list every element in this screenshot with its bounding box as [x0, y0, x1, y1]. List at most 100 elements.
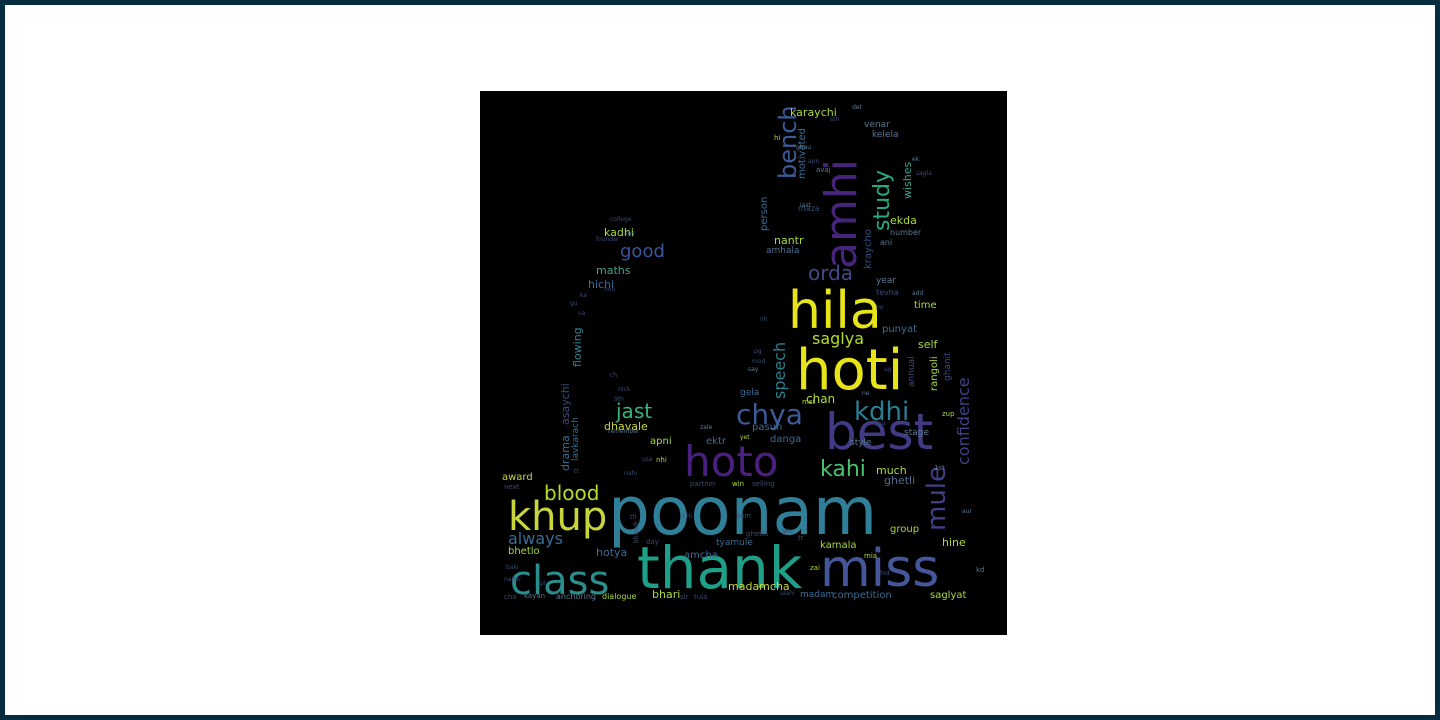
word-madamcha: madamcha	[728, 580, 790, 593]
word-add: add	[912, 290, 924, 297]
word-always: always	[508, 529, 563, 548]
word-venar: venar	[864, 120, 890, 130]
word-kamala: kamala	[820, 540, 857, 551]
word-orda: orda	[808, 261, 854, 285]
word-sir: sir	[680, 593, 689, 601]
word-competition: competition	[832, 590, 892, 601]
word-class: class	[510, 558, 610, 604]
word-tr: tr	[798, 534, 804, 542]
word-saglya: saglya	[812, 329, 865, 348]
word-maths: maths	[596, 264, 631, 277]
word-9th: 9th	[614, 396, 624, 403]
word-nhi: nhi	[656, 456, 667, 464]
word-tfr: tfr	[630, 514, 637, 521]
word-hila: hila	[788, 281, 882, 341]
word-zai: zai	[810, 564, 820, 572]
word-ne: ne	[862, 390, 870, 397]
word-maza: maza	[798, 204, 820, 213]
word-much: much	[876, 464, 907, 477]
word-baki: baki	[506, 564, 519, 571]
word-pg: pg	[754, 348, 762, 355]
word-ghetla: ghetla	[746, 530, 769, 538]
word-speech: speech	[770, 341, 789, 399]
word-dialogue: dialogue	[602, 592, 637, 601]
image-viewer: poonam thank miss class khup hoti hila b…	[5, 5, 1435, 715]
word-cloud-image: poonam thank miss class khup hoti hila b…	[480, 91, 1007, 635]
word-miss: miss	[820, 539, 940, 599]
word-rangoli: rangoli	[929, 356, 940, 391]
word-number: number	[890, 228, 922, 237]
word-madam: madam	[800, 590, 835, 600]
word-pl: pl	[540, 580, 546, 587]
word-saglyat: saglyat	[930, 590, 967, 601]
word-punyat: punyat	[882, 324, 917, 335]
word-ghau: ghau	[796, 144, 812, 151]
word-ulahi: ulahi	[780, 590, 795, 597]
word-zale: zale	[700, 424, 713, 431]
word-1st: 1st	[934, 464, 945, 472]
word-say: say	[748, 366, 759, 373]
word-apn: apn	[808, 158, 820, 165]
word-chi: chi	[682, 512, 693, 520]
word-yet: yet	[740, 434, 750, 441]
word-amhi: amhi	[816, 159, 867, 269]
word-kraycho: kraycho	[863, 229, 874, 269]
word-avaj: avaj	[816, 166, 831, 174]
word-day: day	[646, 538, 659, 546]
word-dhavale: dhavale	[604, 420, 648, 433]
word-gela: gela	[740, 388, 760, 398]
word-thank: thank	[637, 534, 803, 602]
word-ghetli: ghetli	[884, 474, 916, 487]
word-annual: annual	[907, 356, 917, 387]
word-best: best	[825, 403, 934, 461]
word-kelela: kelela	[872, 130, 899, 140]
word-jast: jast	[616, 399, 653, 423]
word-ek: ek	[912, 156, 920, 163]
word-college: college	[610, 216, 632, 223]
word-drama: drama	[559, 435, 572, 471]
word-cha: cha	[504, 593, 517, 601]
word-year: year	[876, 276, 897, 286]
word-ektr: ektr	[706, 436, 726, 447]
word-kadhi: kadhi	[604, 226, 634, 239]
word-sth: sth	[830, 116, 840, 123]
word-tt: tt	[574, 468, 579, 475]
word-gu: gu	[570, 300, 578, 307]
word-karaychi: karaychi	[790, 106, 837, 119]
word-usa: usa	[642, 456, 653, 463]
word-naher: naher	[504, 576, 522, 583]
word-va: va	[578, 310, 586, 317]
word-blood: blood	[544, 481, 600, 505]
word-hou: hou	[604, 286, 616, 293]
word-tyamule: tyamule	[716, 538, 753, 548]
word-kd: kd	[976, 566, 985, 574]
word-hoto: hoto	[684, 437, 779, 486]
word-nantr: nantr	[774, 234, 804, 247]
word-next: next	[504, 483, 520, 491]
word-ho: ho	[876, 304, 884, 311]
word-mod: mod	[752, 358, 766, 365]
word-bhari: bhari	[652, 588, 681, 601]
word-asaychi: asaychi	[559, 383, 572, 425]
word-lavkarach: lavkarach	[571, 417, 581, 461]
word-award: award	[502, 472, 533, 483]
word-ch: ch	[610, 372, 618, 379]
word-danga: danga	[770, 434, 802, 445]
word-ani: ani	[880, 238, 893, 247]
word-mst: mst	[802, 398, 816, 406]
word-motivated: motivated	[797, 127, 808, 179]
word-remember: remember	[608, 428, 640, 435]
word-hi: hi	[774, 134, 781, 142]
word-hotya: hotya	[596, 546, 628, 559]
word-ekda: ekda	[890, 214, 917, 227]
word-founder: founder	[596, 236, 620, 243]
word-ug: ug	[884, 366, 892, 373]
word-bhetlo: bhetlo	[508, 546, 540, 557]
word-det: det	[852, 104, 862, 111]
word-chya: chya	[736, 398, 803, 431]
word-ghanit: ghanit	[943, 352, 953, 381]
word-ath: ath	[782, 528, 792, 535]
word-mia: mia	[864, 552, 878, 560]
word-iast: iast	[800, 202, 811, 209]
word-amcha: amcha	[684, 550, 718, 561]
